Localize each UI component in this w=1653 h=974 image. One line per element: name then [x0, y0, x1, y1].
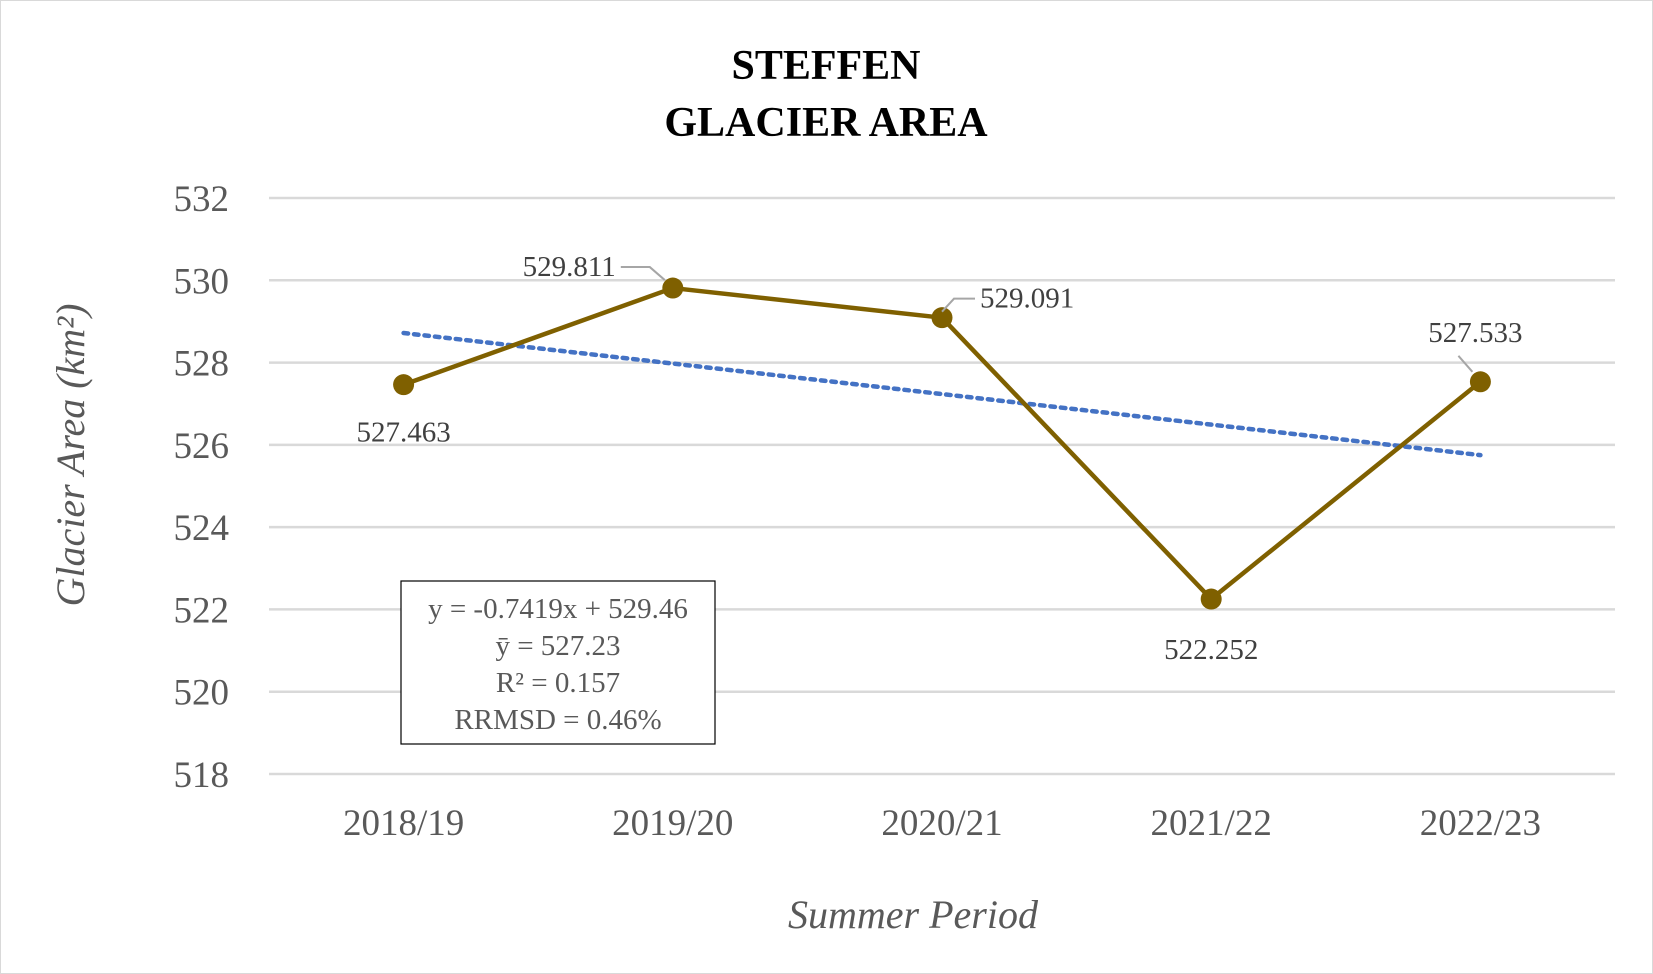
- stats-mean: ȳ = 527.23: [495, 630, 620, 662]
- x-tick-label: 2021/22: [1151, 803, 1272, 844]
- data-label-leader: [941, 297, 975, 313]
- data-label: 527.533: [1428, 317, 1522, 349]
- chart-title-line-2: GLACIER AREA: [664, 100, 988, 146]
- regression-stats-box: y = -0.7419x + 529.46 ȳ = 527.23 R² = 0.…: [400, 580, 716, 745]
- data-label-leader: [1457, 355, 1474, 373]
- y-tick-label: 522: [174, 590, 230, 631]
- x-tick-label: 2019/20: [612, 803, 733, 844]
- data-label: 522.252: [1164, 634, 1258, 666]
- x-axis-title: Summer Period: [788, 892, 1039, 937]
- data-point-2019/20: [662, 277, 684, 299]
- y-tick-label: 520: [174, 673, 230, 714]
- stats-box-frame: [400, 580, 716, 745]
- y-axis-title: Glacier Area (km²): [48, 303, 93, 606]
- stats-rrmsd: RRMSD = 0.46%: [454, 704, 661, 736]
- stats-equation: y = -0.7419x + 529.46: [428, 593, 688, 625]
- x-tick-label: 2022/23: [1420, 803, 1541, 844]
- data-point-2022/23: [1469, 371, 1491, 393]
- data-point-2021/22: [1200, 588, 1222, 610]
- y-tick-label: 518: [174, 755, 230, 796]
- data-point-2020/21: [931, 307, 953, 329]
- chart-title-line-1: STEFFEN: [731, 43, 920, 89]
- trendline-layer: [401, 330, 1483, 458]
- stats-r-squared: R² = 0.157: [496, 667, 620, 699]
- data-label: 527.463: [356, 417, 450, 449]
- data-label-layer: 527.463 529.811 529.091 522.252 527.533: [356, 251, 1522, 666]
- series-line: [402, 285, 1482, 602]
- data-point-2018/19: [393, 374, 415, 396]
- y-tick-label: 530: [174, 261, 230, 302]
- trendline: [401, 330, 1483, 458]
- data-label: 529.091: [980, 283, 1074, 315]
- x-tick-label: 2018/19: [343, 803, 464, 844]
- series-layer: [393, 277, 1491, 610]
- data-label: 529.811: [523, 251, 616, 283]
- data-label-leader: [620, 266, 666, 281]
- y-tick-label: 532: [174, 179, 230, 220]
- y-tick-label: 526: [174, 426, 230, 467]
- x-tick-label: 2020/21: [881, 803, 1002, 844]
- y-tick-label: 524: [174, 508, 230, 549]
- y-tick-label: 528: [174, 344, 230, 385]
- x-axis-ticks: 2018/19 2019/20 2020/21 2021/22 2022/23: [343, 803, 1541, 844]
- y-axis-ticks: 518 520 522 524 526 528 530 532: [174, 179, 230, 796]
